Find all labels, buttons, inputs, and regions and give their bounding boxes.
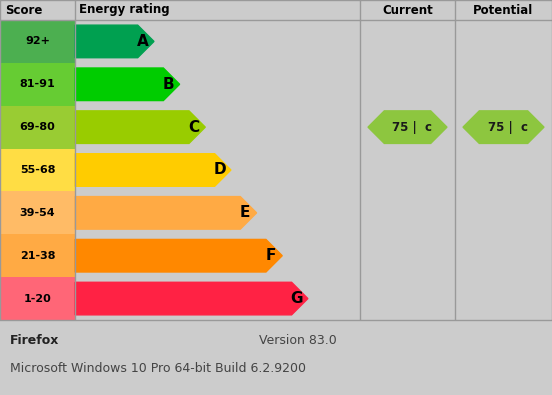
Polygon shape <box>463 111 544 143</box>
Text: C: C <box>188 120 199 135</box>
Text: 92+: 92+ <box>25 36 50 47</box>
Text: 39-54: 39-54 <box>20 208 55 218</box>
Text: 1-20: 1-20 <box>24 293 51 304</box>
Text: Score: Score <box>5 4 43 17</box>
Text: A: A <box>137 34 148 49</box>
Text: Microsoft Windows 10 Pro 64-bit Build 6.2.9200: Microsoft Windows 10 Pro 64-bit Build 6.… <box>10 362 306 375</box>
Text: 81-91: 81-91 <box>20 79 55 89</box>
Polygon shape <box>75 111 205 143</box>
Text: F: F <box>266 248 276 263</box>
Text: 75 |  c: 75 | c <box>392 120 432 134</box>
Text: Potential: Potential <box>474 4 534 17</box>
Bar <box>0 277 75 320</box>
Bar <box>0 106 75 149</box>
Polygon shape <box>75 282 308 315</box>
Text: 69-80: 69-80 <box>20 122 55 132</box>
Text: Current: Current <box>382 4 433 17</box>
Text: Firefox: Firefox <box>10 334 60 347</box>
Text: 75 |  c: 75 | c <box>489 120 528 134</box>
Bar <box>0 234 75 277</box>
Bar <box>0 63 75 106</box>
Text: E: E <box>240 205 251 220</box>
Polygon shape <box>75 154 231 186</box>
Text: D: D <box>213 162 226 177</box>
Polygon shape <box>368 111 447 143</box>
Polygon shape <box>75 25 154 58</box>
Bar <box>0 192 75 234</box>
Text: Version 83.0: Version 83.0 <box>259 334 337 347</box>
Bar <box>0 149 75 192</box>
Bar <box>0 20 75 63</box>
Text: Energy rating: Energy rating <box>79 4 169 17</box>
Polygon shape <box>75 239 282 272</box>
Polygon shape <box>75 197 257 229</box>
Text: G: G <box>290 291 302 306</box>
Text: 21-38: 21-38 <box>20 251 55 261</box>
Text: 55-68: 55-68 <box>20 165 55 175</box>
Polygon shape <box>75 68 179 101</box>
Text: B: B <box>162 77 174 92</box>
